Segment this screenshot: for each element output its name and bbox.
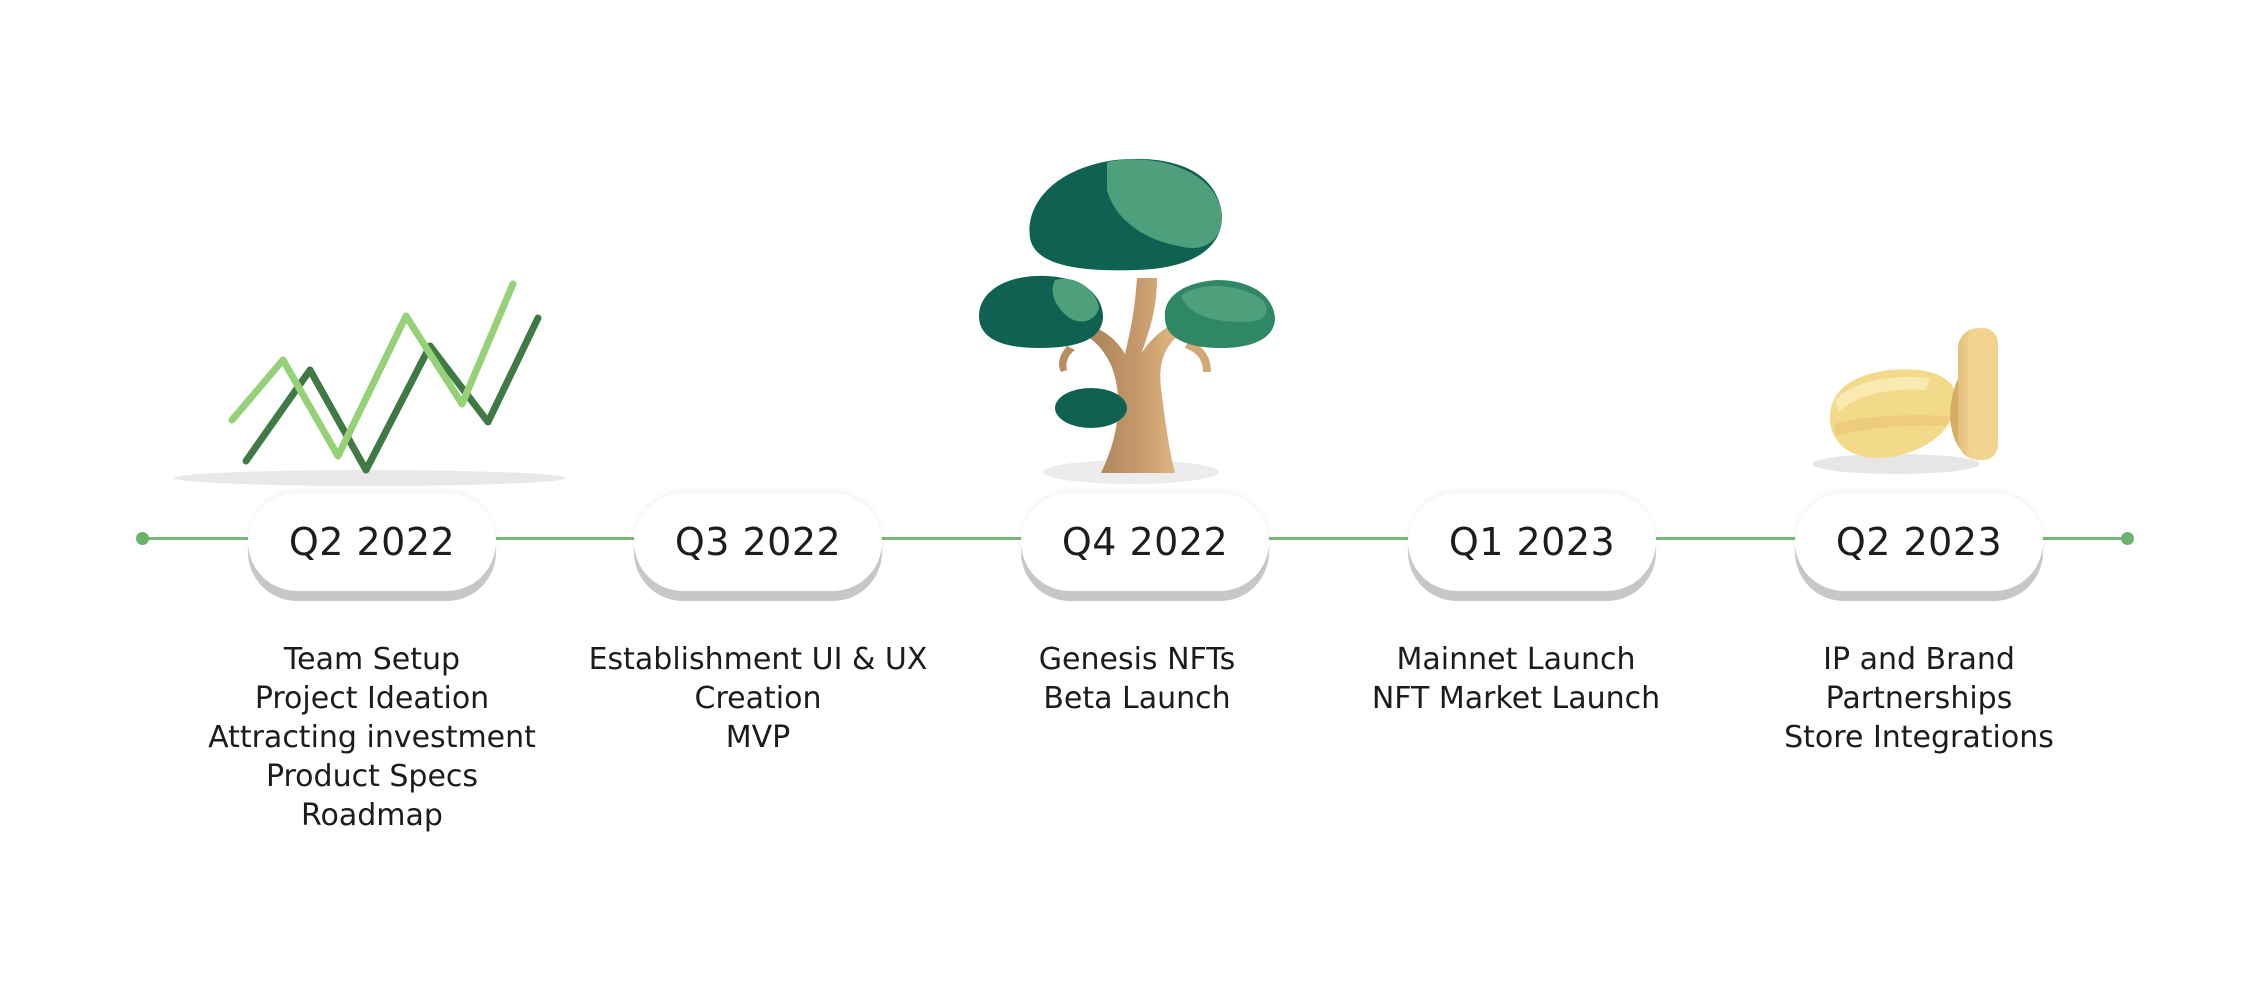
list-item: IP and Brand	[1823, 642, 2015, 677]
milestone-items-q2-2022: Team Setup Project Ideation Attracting i…	[172, 640, 572, 835]
quarter-pill-q2-2022: Q2 2022	[248, 493, 496, 591]
list-item: Product Specs	[265, 759, 479, 794]
milestone-items-q4-2022: Genesis NFTs Beta Launch	[937, 640, 1337, 718]
timeline-start-dot	[136, 532, 149, 545]
list-item: Mainnet Launch	[1396, 642, 1636, 677]
list-item: Project Ideation	[254, 681, 490, 716]
milestone-items-q2-2023: IP and Brand Partnerships Store Integrat…	[1719, 640, 2119, 757]
quarter-pill-q3-2022: Q3 2022	[634, 493, 882, 591]
list-item: Beta Launch	[1043, 681, 1231, 716]
quarter-pill-q1-2023: Q1 2023	[1408, 493, 1656, 591]
list-item: Creation	[694, 681, 822, 716]
timeline-end-dot	[2121, 532, 2134, 545]
milestone-items-q3-2022: Establishment UI & UX Creation MVP	[558, 640, 958, 757]
list-item: Roadmap	[301, 798, 443, 833]
list-item: Genesis NFTs	[1038, 642, 1236, 677]
coins-icon	[1812, 328, 1998, 474]
list-item: Store Integrations	[1784, 720, 2054, 755]
milestone-items-q1-2023: Mainnet Launch NFT Market Launch	[1316, 640, 1716, 718]
list-item: MVP	[725, 720, 791, 755]
tree-icon	[979, 158, 1275, 484]
trend-lines-icon	[174, 280, 566, 486]
list-item: Attracting investment	[208, 720, 536, 755]
list-item: Team Setup	[283, 642, 461, 677]
list-item: Partnerships	[1825, 681, 2013, 716]
quarter-pill-q2-2023: Q2 2023	[1795, 493, 2043, 591]
list-item: Establishment UI & UX	[588, 642, 928, 677]
quarter-pill-q4-2022: Q4 2022	[1021, 493, 1269, 591]
list-item: NFT Market Launch	[1371, 681, 1661, 716]
